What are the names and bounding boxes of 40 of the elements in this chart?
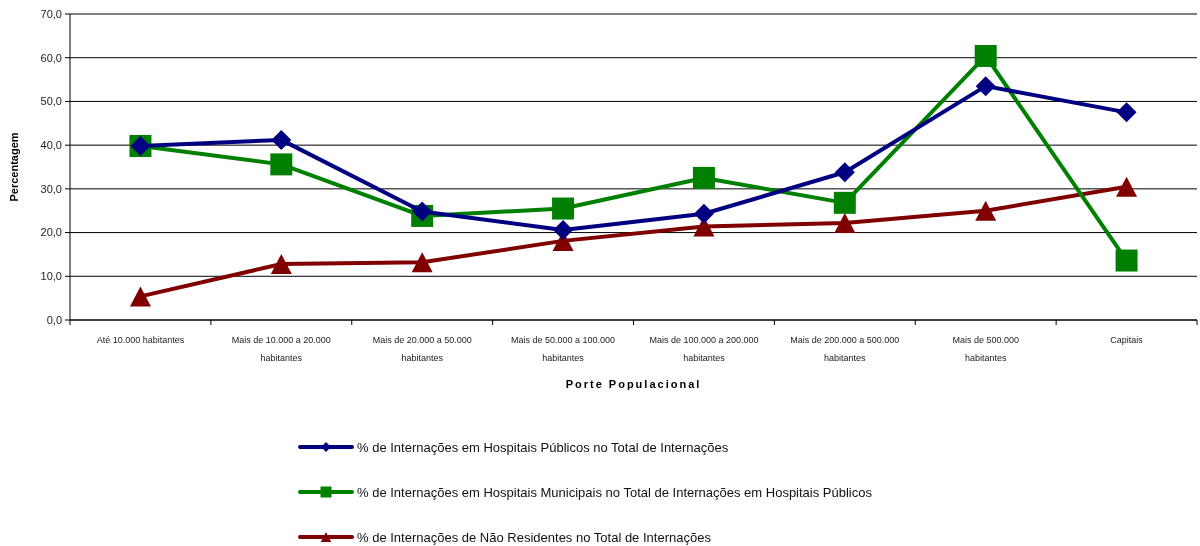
point xyxy=(553,219,574,240)
point xyxy=(833,191,856,214)
y-tick-label: 60,0 xyxy=(40,51,62,64)
point xyxy=(411,252,433,273)
point xyxy=(412,201,433,222)
x-tick-label: Mais de 100.000 a 200.000 habitantes xyxy=(649,335,759,363)
y-tick-label: 10,0 xyxy=(40,270,62,283)
point xyxy=(270,254,292,275)
point xyxy=(1115,249,1138,272)
y-tick-label: 50,0 xyxy=(40,95,62,108)
point xyxy=(1116,102,1137,123)
point xyxy=(975,76,996,97)
x-tick-label: Mais de 200.000 a 500.000 habitantes xyxy=(790,335,900,363)
point xyxy=(693,203,714,224)
x-tick-label: Mais de 20.000 a 50.000 habitantes xyxy=(372,335,472,363)
x-tick-label: Mais de 50.000 a 100.000 habitantes xyxy=(511,335,616,363)
point xyxy=(692,166,715,189)
point xyxy=(1116,176,1138,197)
point xyxy=(975,200,997,221)
legend-label: % de Internações em Hospitais Públicos no Total de Internações xyxy=(357,439,729,455)
point xyxy=(129,286,151,307)
x-tick-label: Mais de 500.000 habitantes xyxy=(952,335,1019,363)
point xyxy=(834,162,855,183)
x-tick-label: Até 10.000 habitantes xyxy=(96,335,185,345)
legend-label: % de Internações de Não Residentes no Total de Internações xyxy=(357,529,712,545)
y-tick-label: 20,0 xyxy=(40,226,62,239)
point xyxy=(834,212,856,233)
x-tick-label: Capitais xyxy=(1110,335,1144,345)
y-tick-label: 40,0 xyxy=(40,138,62,151)
y-tick-label: 0,0 xyxy=(46,313,62,326)
y-tick-label: 70,0 xyxy=(40,7,62,20)
y-tick-label: 30,0 xyxy=(40,182,62,195)
point xyxy=(974,44,997,67)
y-axis-title: Percentagem xyxy=(8,132,20,202)
x-tick-label: Mais de 10.000 a 20.000 habitantes xyxy=(231,335,331,363)
point xyxy=(552,197,575,220)
x-axis-title: Porte Populacional xyxy=(565,378,702,390)
point xyxy=(271,129,292,150)
point xyxy=(270,153,293,176)
legend-label: % de Internações em Hospitais Municipais no Total de Internações em Hospitais Públicos xyxy=(357,484,873,500)
